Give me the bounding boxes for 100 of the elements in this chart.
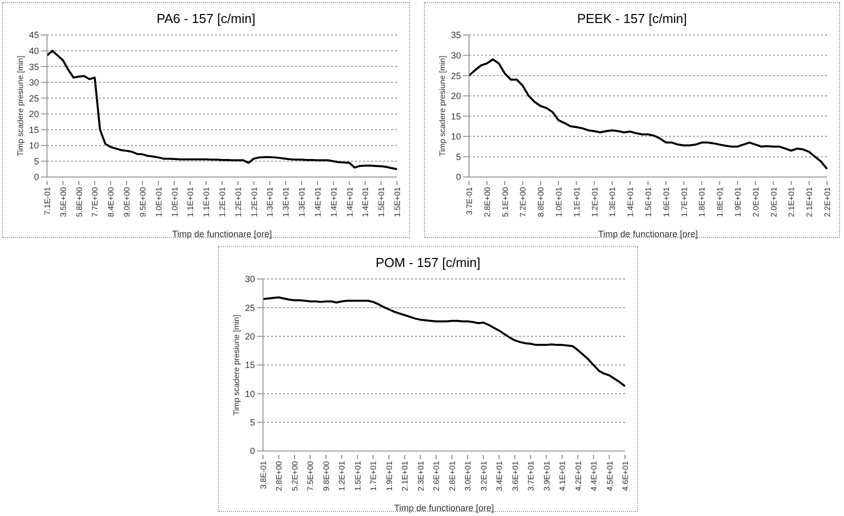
y-tick-label: 45 bbox=[28, 30, 39, 40]
x-tick-label: 1.8E+01 bbox=[698, 186, 707, 218]
x-tick-label: 1.7E+01 bbox=[680, 186, 689, 218]
x-tick-label: 1.8E+01 bbox=[716, 186, 725, 218]
line-series bbox=[468, 58, 828, 170]
x-tick-label: 4.1E+01 bbox=[558, 460, 568, 492]
x-tick-label: 4.6E+01 bbox=[621, 460, 630, 492]
x-tick-label: 7.5E+00 bbox=[306, 460, 316, 492]
x-tick-label: 1.1E+01 bbox=[202, 186, 212, 218]
x-tick-label: 1.5E+01 bbox=[377, 186, 386, 218]
x-tick-label: 1.2E+01 bbox=[250, 186, 259, 218]
x-tick-label: 2.1E+01 bbox=[805, 186, 814, 218]
x-tick-label: 3.0E+01 bbox=[464, 460, 473, 492]
line-series bbox=[262, 296, 626, 388]
x-tick-label: 1.4E+01 bbox=[345, 186, 354, 218]
y-tick-label: 0 bbox=[250, 446, 255, 456]
x-tick-label: 2.1E+01 bbox=[787, 186, 796, 218]
x-tick-label: 2.1E+01 bbox=[400, 460, 410, 492]
x-tick-label: 1.3E+01 bbox=[298, 186, 307, 218]
x-tick-label: 1.6E+01 bbox=[662, 186, 671, 218]
x-tick-label: 7.2E+00 bbox=[518, 186, 528, 218]
line-series bbox=[46, 50, 398, 170]
y-tick-label: 25 bbox=[244, 302, 255, 313]
y-tick-label: 40 bbox=[28, 46, 39, 56]
x-tick-label: 1.2E+01 bbox=[338, 460, 347, 492]
x-tick-label: 5.2E+00 bbox=[290, 460, 300, 492]
x-tick-label: 5.1E+00 bbox=[500, 186, 510, 218]
y-tick-label: 20 bbox=[244, 332, 255, 342]
x-tick-label: 3.8E-01 bbox=[259, 460, 268, 490]
y-tick-label: 0 bbox=[34, 172, 39, 182]
x-tick-label: 3.2E+01 bbox=[479, 460, 488, 492]
x-tick-label: 1.9E+01 bbox=[384, 460, 394, 492]
x-tick-label: 1.2E+01 bbox=[218, 186, 227, 218]
y-tick-label: 30 bbox=[450, 50, 461, 60]
x-tick-label: 9.5E+00 bbox=[138, 186, 148, 218]
x-tick-label: 7.7E+00 bbox=[90, 186, 100, 218]
x-tick-label: 2.2E+01 bbox=[823, 186, 832, 218]
y-tick-label: 15 bbox=[450, 111, 461, 122]
x-tick-label: 1.3E+01 bbox=[608, 186, 618, 218]
x-tick-label: 1.9E+01 bbox=[734, 186, 742, 218]
x-tick-label: 1.1E+01 bbox=[186, 186, 196, 218]
x-tick-label: 1.4E+01 bbox=[313, 186, 322, 218]
y-tick-label: 5 bbox=[456, 152, 461, 162]
x-tick-label: 2.3E+01 bbox=[416, 460, 426, 492]
x-tick-label: 1.3E+01 bbox=[266, 186, 275, 218]
x-axis-title: Timp de functionare [ore] bbox=[172, 229, 272, 239]
y-tick-label: 30 bbox=[244, 274, 255, 284]
x-tick-label: 3.5E+00 bbox=[58, 186, 68, 218]
chart-title: POM - 157 [c/min] bbox=[374, 255, 482, 272]
x-tick-label: 8.8E+00 bbox=[536, 186, 546, 218]
x-tick-label: 1.5E+01 bbox=[353, 460, 362, 492]
x-tick-label: 2.8E+01 bbox=[448, 460, 457, 492]
y-tick-label: 10 bbox=[28, 140, 39, 151]
y-axis-title: Timp scadere presiune [min] bbox=[232, 314, 241, 416]
y-tick-label: 15 bbox=[28, 124, 39, 135]
x-tick-label: 1.5E+01 bbox=[644, 186, 653, 218]
x-tick-label: 1.0E+01 bbox=[170, 186, 180, 218]
x-tick-label: 1.3E+01 bbox=[282, 186, 291, 218]
x-tick-label: 1.4E+01 bbox=[626, 186, 636, 218]
y-tick-label: 35 bbox=[450, 30, 461, 40]
y-tick-label: 25 bbox=[28, 93, 39, 104]
x-tick-label: 3.7E-01 bbox=[465, 186, 474, 216]
x-tick-label: 2.8E+00 bbox=[482, 186, 492, 218]
x-tick-label: 4.2E+01 bbox=[574, 460, 583, 492]
x-tick-label: 9.0E+00 bbox=[122, 186, 132, 218]
x-tick-label: 1.4E+01 bbox=[329, 186, 338, 218]
x-tick-label: 1.4E+01 bbox=[361, 186, 370, 218]
y-tick-label: 20 bbox=[450, 91, 461, 102]
x-tick-label: 3.6E+01 bbox=[510, 460, 520, 492]
chart-title: PEEK - 157 [c/min] bbox=[576, 11, 688, 28]
x-tick-label: 1.0E+01 bbox=[554, 186, 564, 218]
y-tick-label: 5 bbox=[250, 418, 255, 428]
y-tick-label: 10 bbox=[450, 132, 461, 142]
x-tick-label: 7.1E-01 bbox=[43, 186, 52, 216]
x-tick-label: 1.5E+01 bbox=[393, 186, 402, 218]
x-tick-label: 4.5E+01 bbox=[605, 460, 614, 492]
chart-title: PA6 - 157 [c/min] bbox=[156, 11, 256, 28]
y-tick-label: 30 bbox=[28, 78, 39, 88]
x-tick-label: 3.7E+01 bbox=[526, 460, 536, 492]
x-tick-label: 4.4E+01 bbox=[590, 460, 599, 492]
y-tick-label: 10 bbox=[244, 388, 255, 399]
x-tick-label: 5.8E+00 bbox=[74, 186, 84, 218]
x-tick-label: 1.7E+01 bbox=[369, 460, 378, 492]
y-tick-label: 20 bbox=[28, 109, 39, 120]
y-tick-label: 0 bbox=[456, 172, 461, 182]
y-axis-title: Timp scadere presiune [min] bbox=[438, 56, 447, 156]
y-tick-label: 25 bbox=[450, 70, 461, 81]
x-tick-label: 8.4E+00 bbox=[106, 186, 116, 218]
y-tick-label: 15 bbox=[244, 360, 255, 370]
x-axis-title: Timp de functionare [ore] bbox=[394, 503, 494, 513]
y-axis-title: Timp scadere presiune [min] bbox=[16, 56, 25, 156]
x-tick-label: 3.4E+01 bbox=[495, 460, 504, 492]
x-tick-label: 2.6E+01 bbox=[432, 460, 442, 492]
x-tick-label: 1.2E+01 bbox=[234, 186, 243, 218]
y-tick-label: 5 bbox=[34, 156, 39, 166]
x-tick-label: 2.0E+01 bbox=[769, 186, 778, 218]
x-axis-title: Timp de functionare [ore] bbox=[598, 229, 698, 239]
x-tick-label: 3.9E+01 bbox=[542, 460, 552, 492]
x-tick-label: 2.8E+00 bbox=[274, 460, 284, 492]
x-tick-label: 1.1E+01 bbox=[572, 186, 582, 218]
